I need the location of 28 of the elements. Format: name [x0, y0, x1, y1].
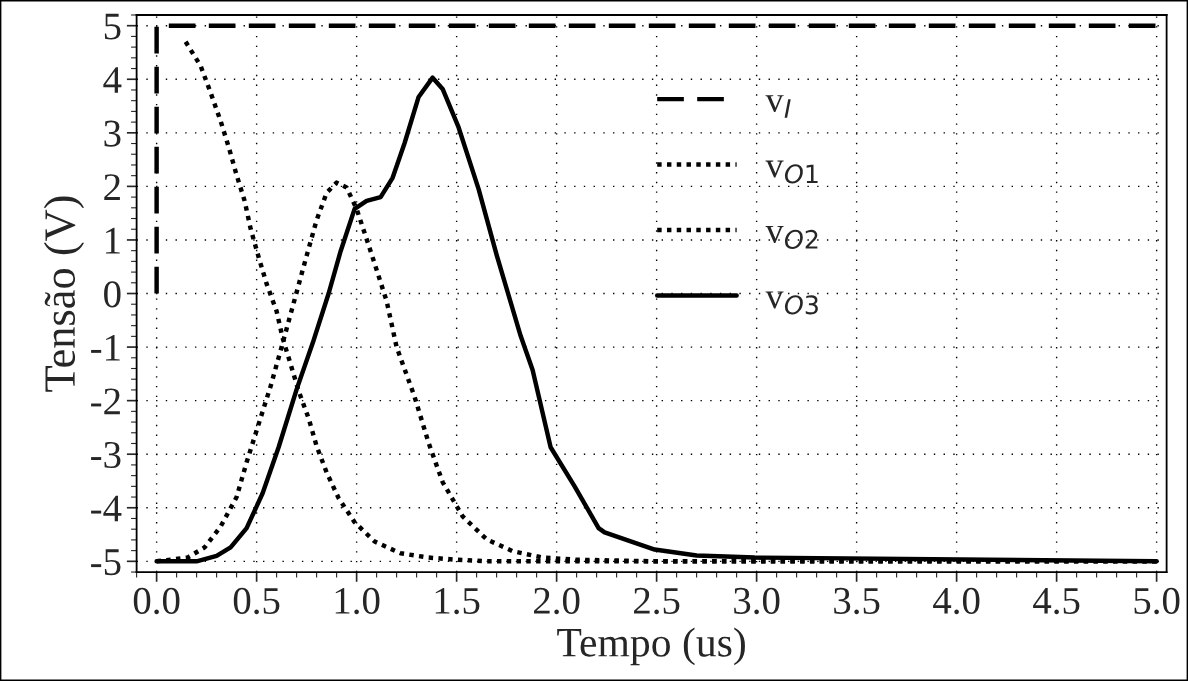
y-tick-label: 2: [104, 174, 120, 200]
x-tick-label: 4.5: [1033, 588, 1080, 615]
y-tick-label: -5: [91, 549, 121, 576]
x-tick-label: 1.0: [335, 587, 380, 615]
x-tick-label: 3.5: [834, 587, 880, 615]
y-axis-title: Tensão (V): [43, 196, 85, 392]
y-tick-label: 0: [104, 281, 121, 308]
x-tick-label: 0.0: [133, 587, 180, 615]
y-tick-label: 1: [106, 227, 120, 254]
y-tick-label: -3: [91, 441, 121, 469]
y-tick-label: 4: [103, 67, 122, 93]
y-tick-label: -4: [91, 495, 122, 522]
legend-label: v$_{I}$: [765, 95, 791, 118]
x-tick-label: 0.5: [233, 587, 280, 615]
x-tick-label: 2.0: [534, 587, 580, 615]
y-tick-label: -1: [91, 334, 120, 361]
y-tick-label: 3: [104, 120, 121, 147]
x-tick-label: 1.5: [435, 587, 480, 615]
x-axis-title: Tempo (us): [557, 627, 745, 666]
legend-label: v$_{O1}$: [765, 160, 818, 184]
x-tick-label: 4.0: [933, 587, 980, 615]
legend-label: v$_{O2}$: [765, 226, 818, 249]
x-tick-label: 5.0: [1134, 587, 1180, 615]
y-tick-label: -2: [91, 388, 120, 415]
legend-label: v$_{O3}$: [765, 291, 818, 315]
y-tick-label: 5: [104, 13, 121, 40]
x-tick-label: 2.5: [634, 587, 680, 615]
x-tick-label: 3.0: [734, 587, 780, 615]
